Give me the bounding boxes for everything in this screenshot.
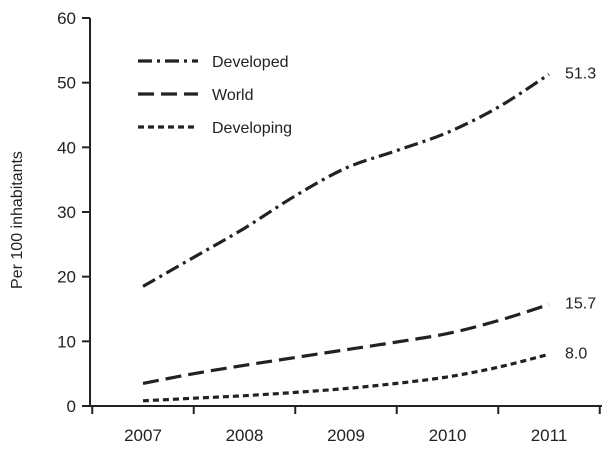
x-axis-ticks: 2007 2008 2009 2010 2011 <box>91 406 601 445</box>
legend-label-developed: Developed <box>212 54 289 71</box>
y-tick-label: 0 <box>67 397 76 416</box>
x-tick-label: 2011 <box>531 426 568 445</box>
legend: Developed World Developing <box>138 54 292 137</box>
end-label-world: 15.7 <box>565 295 596 312</box>
series-line-world <box>142 302 550 385</box>
end-label-developing: 8.0 <box>565 345 587 362</box>
y-tick-label: 30 <box>57 203 76 222</box>
y-tick-label: 20 <box>57 268 76 287</box>
series-lines <box>142 72 550 403</box>
y-tick-label: 50 <box>57 74 76 93</box>
axes <box>89 18 602 407</box>
y-tick-label: 60 <box>57 9 76 28</box>
y-axis-ticks: 0 10 20 30 40 50 60 <box>57 9 90 416</box>
y-tick-label: 40 <box>57 138 76 157</box>
x-tick-label: 2009 <box>327 426 365 445</box>
x-tick-label: 2010 <box>429 426 467 445</box>
series-line-developing <box>142 352 550 403</box>
x-tick-label: 2008 <box>226 426 264 445</box>
series-line-developed <box>142 72 550 288</box>
end-label-developed: 51.3 <box>565 65 596 82</box>
y-tick-label: 10 <box>57 332 76 351</box>
legend-label-world: World <box>212 87 254 104</box>
y-axis-label: Per 100 inhabitants <box>9 151 26 289</box>
x-tick-label: 2007 <box>124 426 162 445</box>
legend-label-developing: Developing <box>212 120 292 137</box>
end-labels: 51.3 15.7 8.0 <box>565 65 596 362</box>
